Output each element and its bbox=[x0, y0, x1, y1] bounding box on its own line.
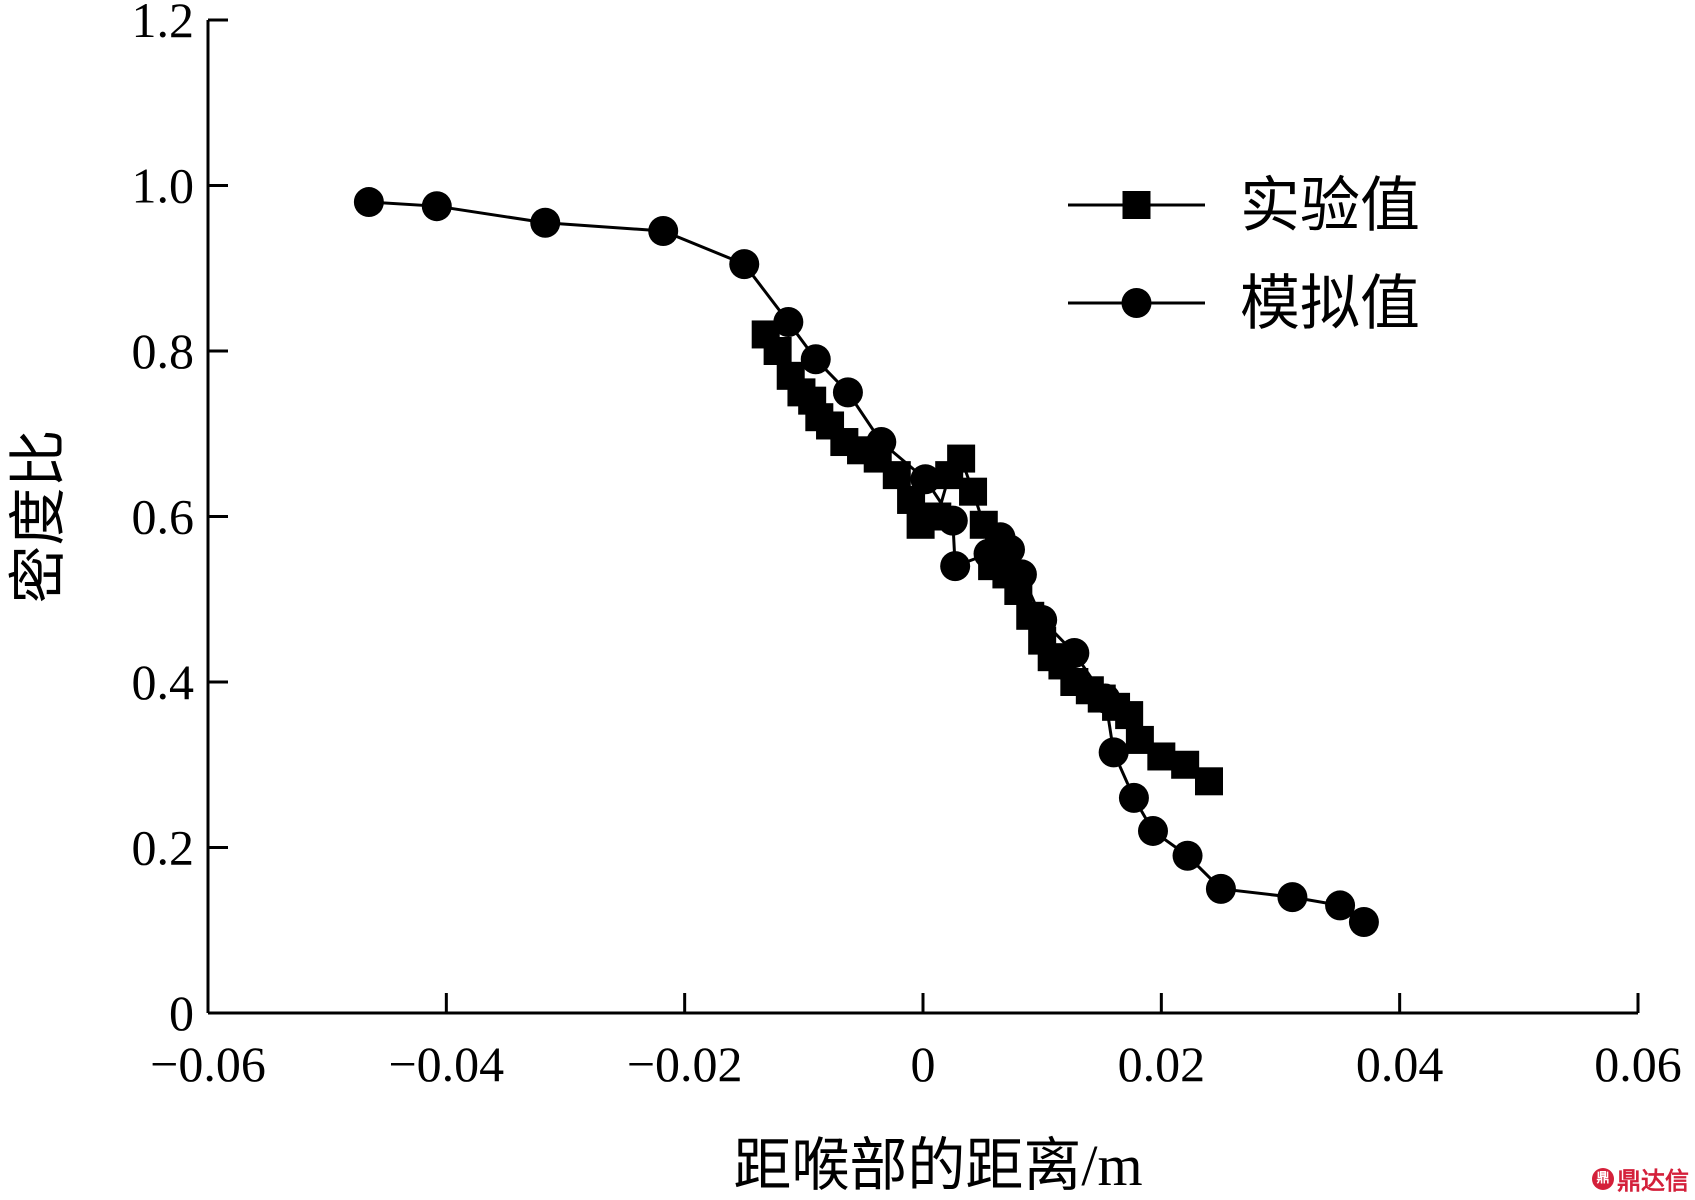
x-tick-label: −0.02 bbox=[627, 1036, 743, 1092]
series-line bbox=[368, 200, 1365, 924]
y-tick-label: 0 bbox=[169, 985, 194, 1041]
data-point-circle bbox=[1137, 815, 1168, 846]
y-tick-label: 0.8 bbox=[132, 323, 195, 379]
data-point-circle bbox=[1006, 559, 1037, 590]
data-point-circle bbox=[800, 344, 831, 375]
data-point-circle bbox=[729, 249, 760, 280]
x-tick-label: 0.04 bbox=[1356, 1036, 1444, 1092]
axes: 0 0.2 0.4 0.6 0.8 1.0 1.2 −0.06 −0.04 −0.02 0 0.02 0… bbox=[132, 0, 1682, 1092]
y-tick-label: 0.6 bbox=[132, 489, 195, 545]
data-point-square bbox=[1171, 750, 1200, 779]
legend-square-marker-icon bbox=[1122, 191, 1151, 219]
data-point-circle bbox=[866, 427, 897, 458]
data-point-square bbox=[1115, 701, 1144, 730]
x-tick-label: −0.06 bbox=[150, 1036, 266, 1092]
legend-circle-marker-icon bbox=[1121, 288, 1152, 318]
watermark: 鼎 鼎达信 bbox=[1592, 1161, 1689, 1196]
data-point-circle bbox=[773, 307, 804, 338]
data-point-square bbox=[1147, 742, 1176, 771]
data-point-circle bbox=[940, 551, 971, 582]
data-point-square bbox=[882, 461, 911, 490]
data-point-square bbox=[959, 477, 988, 506]
x-tick-label: 0 bbox=[911, 1036, 936, 1092]
x-tick-label: 0.06 bbox=[1594, 1036, 1682, 1092]
data-point-circle bbox=[353, 187, 384, 218]
data-point-circle bbox=[994, 534, 1025, 565]
y-tick-label: 1.0 bbox=[132, 158, 195, 214]
data-point-circle bbox=[832, 377, 863, 408]
data-point-circle bbox=[530, 207, 561, 238]
x-axis-title: 距喉部的距离/m bbox=[733, 1133, 1142, 1198]
data-point-circle bbox=[1205, 873, 1236, 904]
data-point-circle bbox=[937, 505, 968, 536]
data-point-circle bbox=[1098, 737, 1129, 768]
legend-item-1: 实验值 bbox=[1068, 173, 1420, 239]
data-point-square bbox=[1195, 767, 1223, 796]
data-point-circle bbox=[421, 191, 452, 222]
data-point-circle bbox=[1059, 638, 1090, 669]
data-point-circle bbox=[1090, 683, 1121, 714]
y-tick-label: 0.4 bbox=[132, 654, 195, 710]
legend-label: 实验值 bbox=[1240, 173, 1420, 239]
data-point-circle bbox=[1277, 882, 1308, 913]
y-axis-title: 密度比 bbox=[6, 429, 71, 603]
watermark-logo-icon: 鼎 bbox=[1592, 1167, 1614, 1190]
y-tick-label: 0.2 bbox=[132, 820, 195, 876]
watermark-text: 鼎达信 bbox=[1617, 1167, 1689, 1195]
data-point-square bbox=[947, 444, 976, 473]
data-point-circle bbox=[1348, 906, 1379, 937]
y-tick-label: 1.2 bbox=[132, 0, 195, 48]
x-tick-label: 0.02 bbox=[1118, 1036, 1206, 1092]
data-point-circle bbox=[1325, 890, 1356, 921]
data-point-circle bbox=[1118, 782, 1149, 813]
data-point-circle bbox=[1027, 604, 1058, 635]
data-point-circle bbox=[1172, 840, 1203, 871]
legend-item-2: 模拟值 bbox=[1068, 271, 1420, 337]
legend-label: 模拟值 bbox=[1240, 271, 1420, 337]
data-point-circle bbox=[648, 216, 679, 247]
data-point-circle bbox=[910, 464, 941, 495]
x-tick-label: −0.04 bbox=[388, 1036, 504, 1092]
series-layer bbox=[353, 187, 1379, 937]
series-2 bbox=[353, 187, 1379, 937]
data-point-square bbox=[763, 337, 792, 365]
